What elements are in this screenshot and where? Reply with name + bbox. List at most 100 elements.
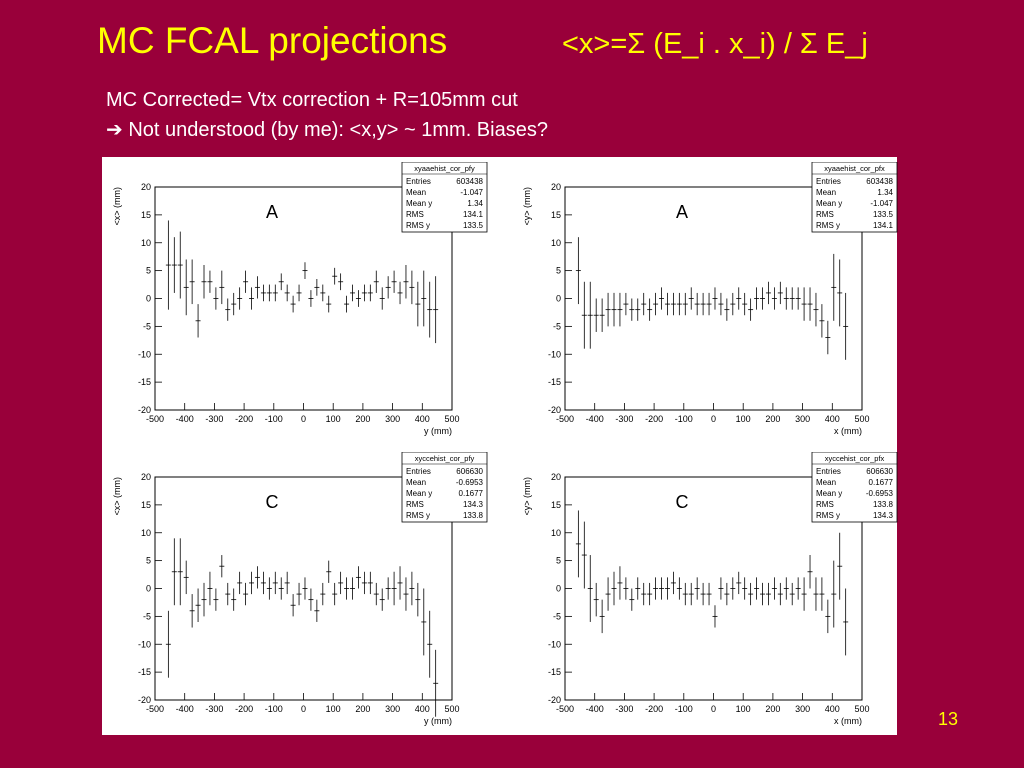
stats-value: -1.047 <box>460 188 483 197</box>
stats-box <box>811 452 898 523</box>
data-point <box>647 298 653 321</box>
y-tick-label: 10 <box>551 238 561 248</box>
stats-label: RMS <box>406 210 424 219</box>
data-point <box>629 588 635 611</box>
x-tick-label: 400 <box>415 414 430 424</box>
stats-label: Entries <box>816 177 841 186</box>
y-tick-label: 5 <box>556 556 561 566</box>
stats-box <box>401 452 488 523</box>
data-point <box>225 582 231 606</box>
data-point <box>659 287 665 310</box>
x-tick-label: 200 <box>765 704 780 714</box>
data-point <box>819 577 825 611</box>
data-point <box>409 270 415 305</box>
y-tick-label: -5 <box>553 321 561 331</box>
data-point <box>344 577 350 600</box>
data-point <box>266 284 272 302</box>
data-point <box>171 538 177 606</box>
y-tick-label: 10 <box>551 528 561 538</box>
data-point <box>302 577 308 600</box>
stats-box <box>401 162 488 233</box>
stats-value: -0.6953 <box>866 489 894 498</box>
data-point <box>237 571 243 595</box>
y-tick-label: -5 <box>143 321 151 331</box>
data-point <box>296 284 302 302</box>
data-point <box>201 582 207 617</box>
stats-value: 133.5 <box>873 210 894 219</box>
data-point <box>635 577 641 600</box>
stats-box <box>811 162 898 233</box>
data-point <box>231 292 237 316</box>
data-point <box>415 281 421 327</box>
data-point <box>183 259 189 316</box>
x-tick-label: -500 <box>146 704 164 714</box>
data-point <box>403 265 409 299</box>
data-point <box>355 290 361 307</box>
subtitle-line-1: MC Corrected= Vtx correction + R=105mm c… <box>106 89 518 111</box>
data-point <box>718 292 724 316</box>
data-point <box>272 571 278 595</box>
data-point <box>207 571 213 606</box>
x-tick-label: 100 <box>326 704 341 714</box>
plots-panel: 20 15 10 5 0 -5 -10 -15 -20 -500 -400 -300 -200 -100 0… <box>102 157 898 735</box>
y-tick-label: 20 <box>141 472 151 482</box>
x-tick-label: 500 <box>854 704 869 714</box>
stats-label: Mean <box>406 188 426 197</box>
data-point <box>789 287 795 310</box>
x-tick-label: 200 <box>355 414 370 424</box>
data-point <box>254 566 260 589</box>
stats-value: 133.5 <box>463 221 484 230</box>
stats-value: 133.8 <box>873 500 894 509</box>
data-point <box>213 287 219 310</box>
data-point <box>320 582 326 606</box>
data-point <box>694 577 700 600</box>
data-point <box>237 287 243 310</box>
data-point <box>700 582 706 606</box>
data-point <box>290 594 296 617</box>
x-axis-label: y (mm) <box>424 716 452 726</box>
data-point <box>789 582 795 606</box>
x-tick-label: -100 <box>675 414 693 424</box>
data-point <box>266 577 272 600</box>
data-point <box>706 292 712 316</box>
data-point <box>783 287 789 310</box>
stats-label: Mean <box>816 478 836 487</box>
stats-value: 603438 <box>866 177 893 186</box>
data-point <box>296 582 302 606</box>
stats-label: Entries <box>816 467 841 476</box>
y-tick-label: 0 <box>556 584 561 594</box>
y-tick-label: 10 <box>141 238 151 248</box>
data-point <box>670 571 676 595</box>
x-tick-label: 100 <box>736 414 751 424</box>
data-point <box>617 566 623 600</box>
data-point <box>433 276 439 344</box>
data-point <box>771 577 777 600</box>
x-tick-label: -300 <box>615 414 633 424</box>
page-number: 13 <box>938 709 959 729</box>
data-point <box>278 577 284 600</box>
data-point <box>249 287 255 310</box>
x-axis-label: x (mm) <box>834 426 862 436</box>
data-point <box>415 582 421 617</box>
data-point <box>219 270 225 305</box>
data-point <box>575 237 581 305</box>
data-point <box>350 577 356 600</box>
data-point <box>795 287 801 310</box>
y-tick-label: 0 <box>146 584 151 594</box>
y-tick-label: -15 <box>548 667 561 677</box>
x-tick-label: 400 <box>825 414 840 424</box>
data-point <box>831 253 837 321</box>
data-point <box>843 292 849 360</box>
data-point <box>682 582 688 606</box>
data-point <box>219 555 225 578</box>
stats-label: Mean y <box>406 489 432 498</box>
data-point <box>807 287 813 321</box>
data-point <box>332 582 338 606</box>
data-point <box>581 521 587 589</box>
y-tick-label: 15 <box>141 500 151 510</box>
data-point <box>367 284 373 302</box>
x-tick-label: 500 <box>444 704 459 714</box>
y-tick-label: -20 <box>138 695 151 705</box>
data-point <box>664 292 670 316</box>
y-tick-label: -15 <box>138 377 151 387</box>
